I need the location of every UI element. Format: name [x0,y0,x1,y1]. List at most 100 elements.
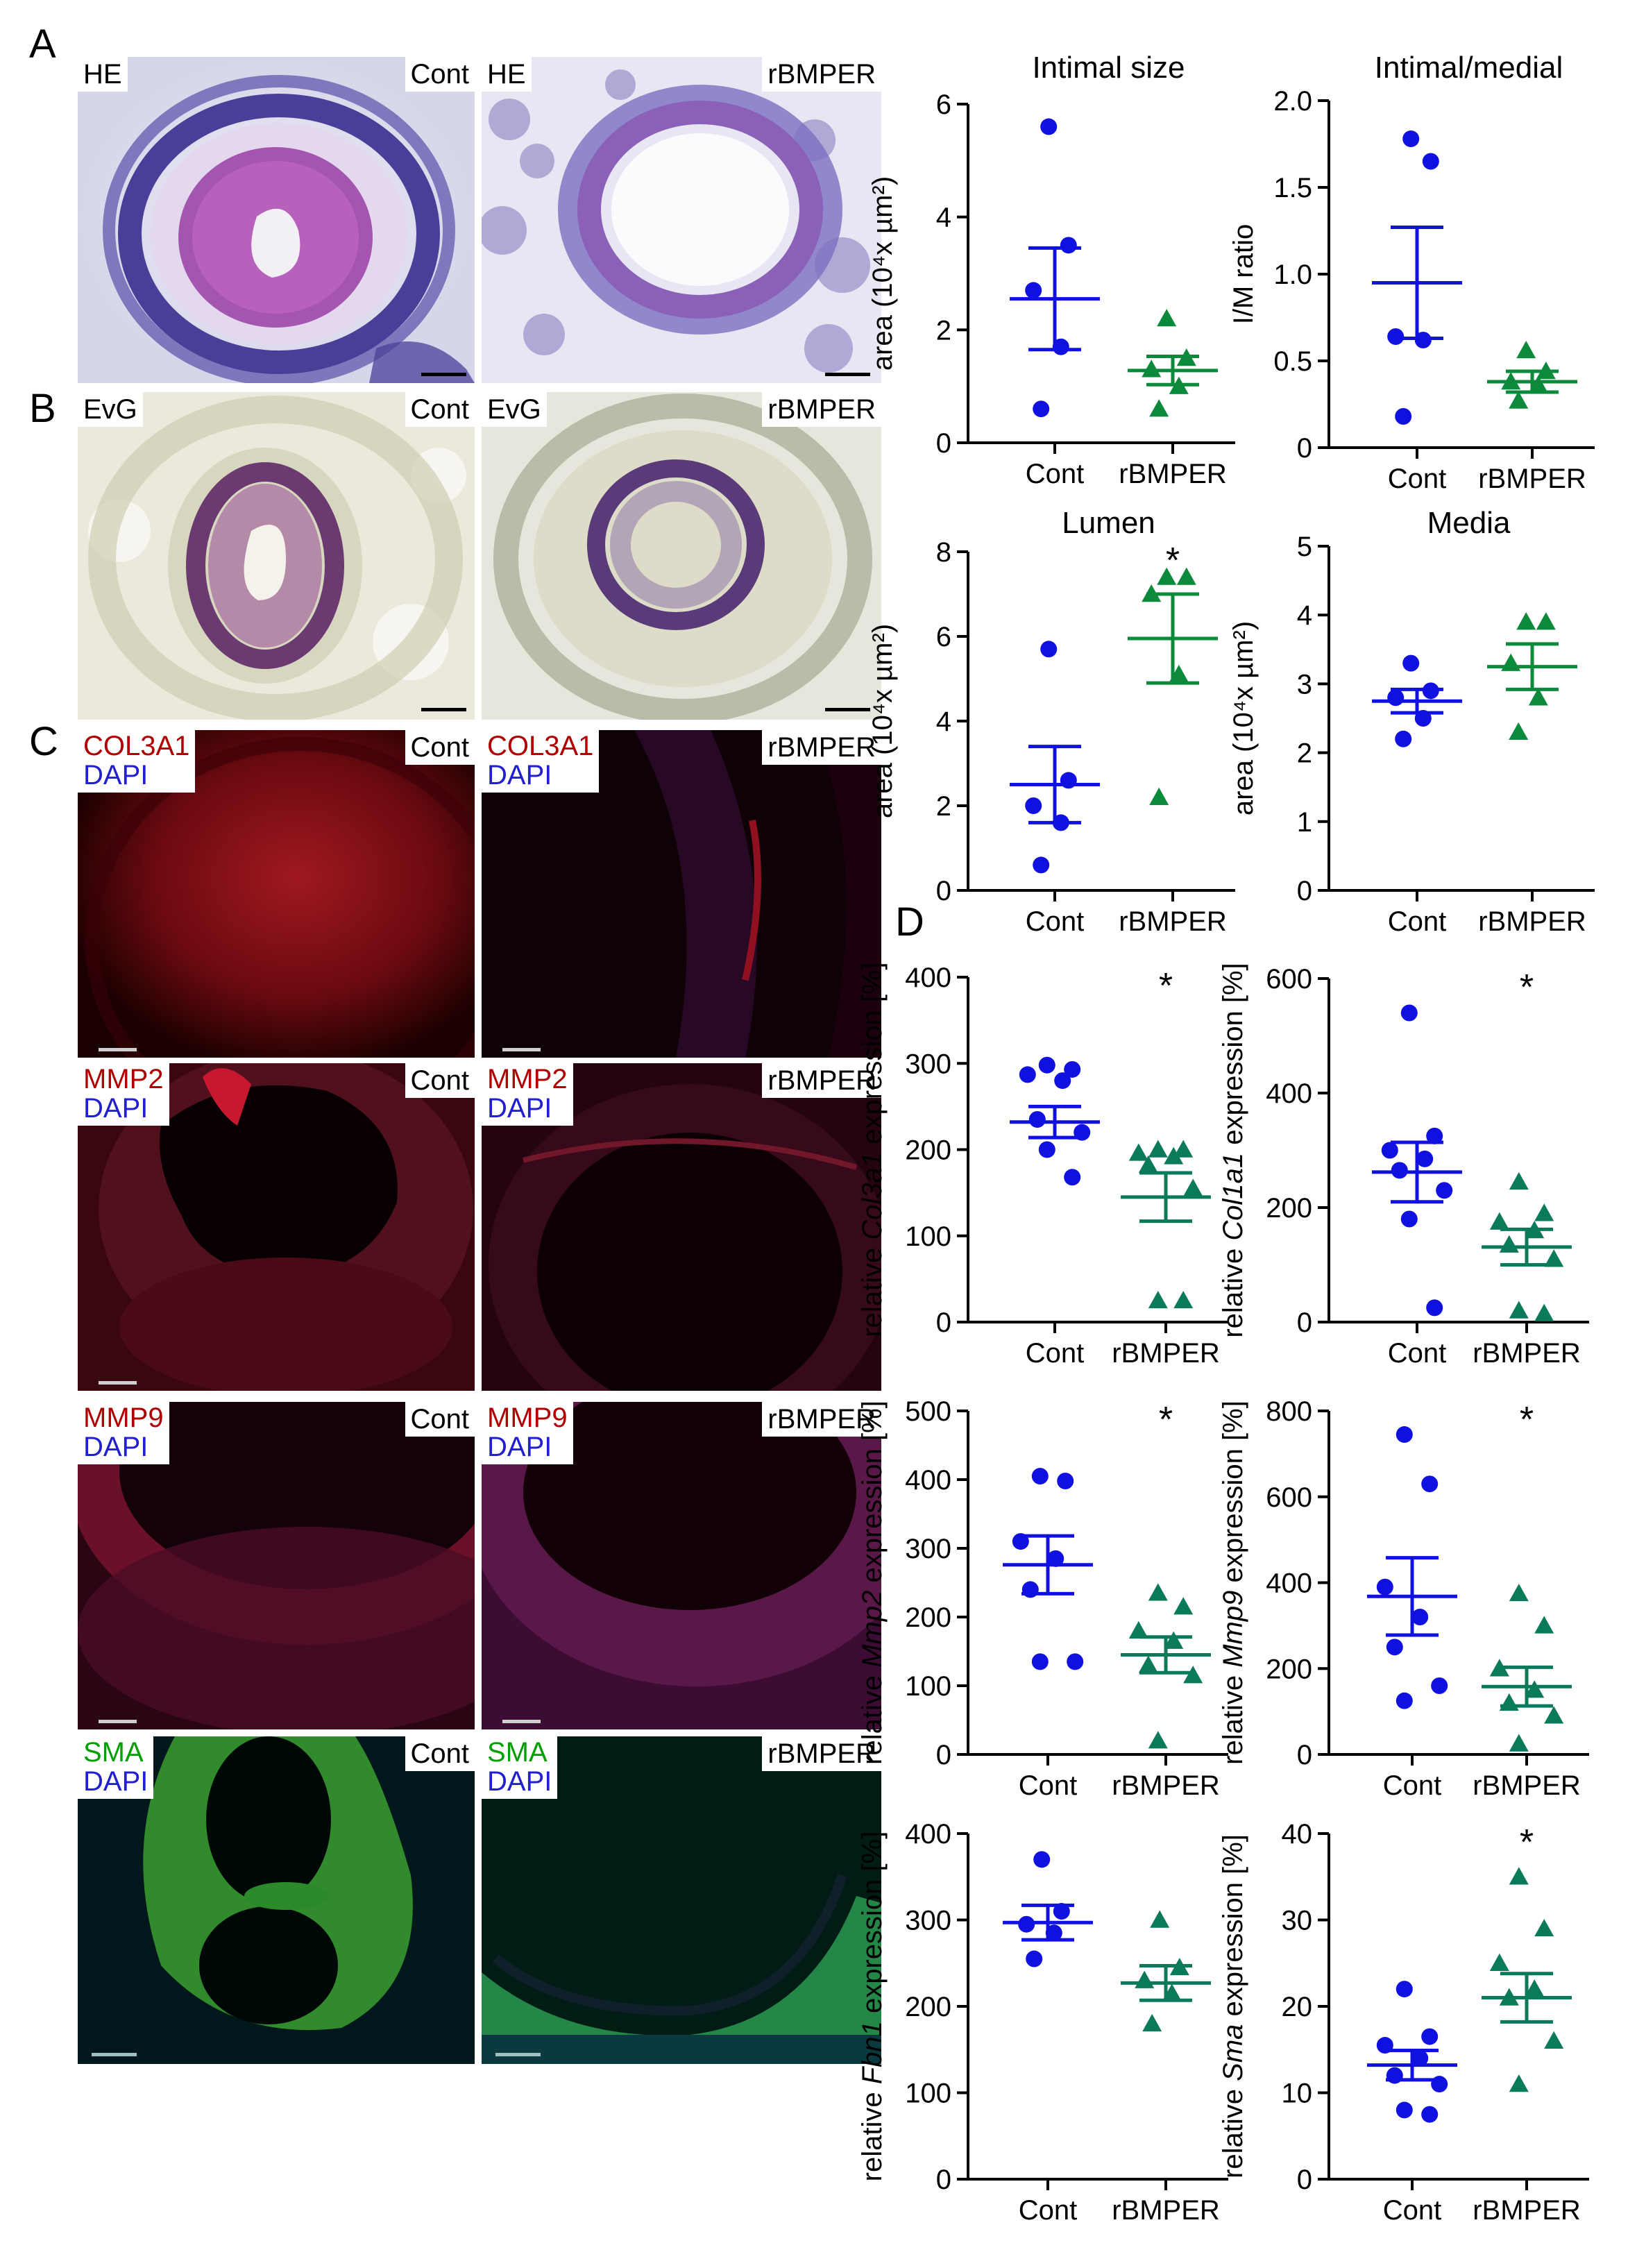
y-label-prefix: relative [1218,1668,1248,1765]
y-label-gene: Mmp9 [1218,1591,1248,1668]
data-point-rbmper [1489,1212,1509,1230]
data-point-rbmper [1149,399,1169,417]
data-point-rbmper [1173,1597,1194,1615]
data-point-cont [1411,1609,1429,1625]
y-label-prefix: relative [857,1668,888,1765]
significance-marker: * [1159,966,1173,1006]
data-point-rbmper [1544,1249,1564,1267]
counterstain-label: DAPI [83,760,149,790]
data-point-rbmper [1528,688,1548,706]
data-point-rbmper [1544,2031,1564,2049]
chart-intimal-medial: 0 0.5 1.0 1.5 2.0 Cont rBMPER Intimal/medial I/M… [1228,51,1595,494]
y-tick-label: 4 [1297,600,1312,631]
stain-legend: SMA DAPI [78,1736,154,1799]
scale-bar [825,708,870,711]
micrograph-evg-cont: EvG Cont [78,392,475,720]
scale-bar [502,1048,541,1051]
y-label-gene: Sma [1218,2024,1248,2081]
panel-label-c: C [29,719,58,764]
data-point-rbmper [1499,1693,1519,1711]
fluorescence-mmp9-rbmper-image [482,1402,881,1729]
y-tick-label: 1 [1297,807,1312,838]
y-tick-label: 100 [905,2079,951,2109]
x-tick-label: Cont [1388,464,1447,494]
x-tick-label: Cont [1026,1338,1085,1369]
y-label-gene: Col3a1 [857,1152,888,1240]
micrograph-col3a1-rbmper: COL3A1 DAPI rBMPER [482,730,881,1058]
counterstain-label: DAPI [487,1432,552,1462]
y-label-suffix: expression [%] [1218,1834,1248,2024]
data-point-cont [1047,1550,1065,1567]
data-point-cont [1031,1653,1049,1670]
data-point-cont [1395,730,1412,747]
y-tick-label: 0 [936,1740,951,1770]
data-point-rbmper [1148,1140,1168,1158]
data-point-cont [1421,2028,1439,2045]
data-point-cont [1416,1150,1434,1167]
y-label-prefix: relative [1218,2081,1248,2178]
data-point-cont [1019,1066,1036,1083]
x-tick-label: rBMPER [1478,464,1586,494]
significance-marker: * [1520,967,1534,1008]
significance-marker: * [1159,1400,1173,1440]
chart-title: Intimal size [1032,51,1185,85]
condition-label: Cont [405,730,475,765]
scale-bar [92,2053,137,2056]
chart-lumen: 0 2 4 6 8 Cont rBMPER Lumen area (10⁴x µm²) * [867,506,1235,937]
panel-label-d: D [895,899,924,945]
data-point-rbmper [1534,1303,1554,1321]
stain-legend: MMP9 DAPI [78,1402,169,1464]
chart-col1a1: 0 200 400 600 Cont rBMPER relative Col1a1 expr… [1218,963,1589,1369]
data-point-rbmper [1534,1918,1554,1937]
y-tick-label: 0 [1297,876,1312,906]
counterstain-label: DAPI [83,1432,149,1462]
chart-title: Media [1427,506,1511,540]
data-point-rbmper [1157,567,1177,585]
y-tick-label: 600 [1266,964,1312,995]
y-axis-label: relative Fbn1 expression [%] [857,1831,888,2182]
data-point-rbmper [1183,1178,1203,1196]
y-tick-label: 0 [1297,2165,1312,2195]
y-tick-label: 500 [905,1396,951,1427]
y-axis-label: I/M ratio [1228,224,1259,324]
stain-label: EvG [482,392,547,427]
data-point-rbmper [1509,1583,1529,1602]
data-point-rbmper [1148,1290,1168,1309]
micrograph-mmp9-rbmper: MMP9 DAPI rBMPER [482,1402,881,1729]
stain-label: HE [78,57,128,92]
counterstain-label: DAPI [487,1766,552,1797]
x-tick-label: rBMPER [1473,2195,1581,2226]
y-tick-label: 2 [1297,738,1312,769]
data-point-rbmper [1509,2074,1529,2092]
data-point-cont [1033,400,1050,418]
data-point-rbmper [1128,1143,1148,1161]
y-label-prefix: relative [857,2084,888,2181]
marker-label: COL3A1 [83,731,190,761]
data-point-cont [1025,282,1042,299]
y-tick-label: 6 [936,622,951,652]
y-tick-label: 0 [936,1308,951,1338]
data-point-cont [1422,153,1439,170]
data-point-cont [1387,689,1405,706]
data-point-cont [1396,2101,1413,2119]
y-tick-label: 400 [905,963,951,993]
data-point-rbmper [1516,341,1536,359]
y-tick-label: 300 [905,1049,951,1079]
x-tick-label: Cont [1019,2195,1078,2226]
chart-intimal-size: 0 2 4 6 Cont rBMPER Intimal size area (10⁴x µm²… [867,51,1235,489]
data-point-rbmper [1148,1731,1168,1749]
data-point-rbmper [1173,1290,1194,1309]
data-point-cont [1038,1056,1055,1074]
y-axis-label: relative Sma expression [%] [1218,1834,1248,2178]
y-axis-label: relative Col1a1 expression [%] [1218,963,1248,1337]
y-tick-label: 600 [1266,1482,1312,1513]
data-point-rbmper [1142,2013,1162,2032]
data-point-cont [1045,1924,1062,1942]
y-tick-label: 3 [1297,669,1312,700]
x-tick-label: rBMPER [1112,1338,1220,1369]
data-point-cont [1386,1639,1403,1656]
data-point-cont [1057,1472,1074,1489]
data-point-rbmper [1525,1979,1545,1997]
data-point-rbmper [1499,1235,1519,1253]
